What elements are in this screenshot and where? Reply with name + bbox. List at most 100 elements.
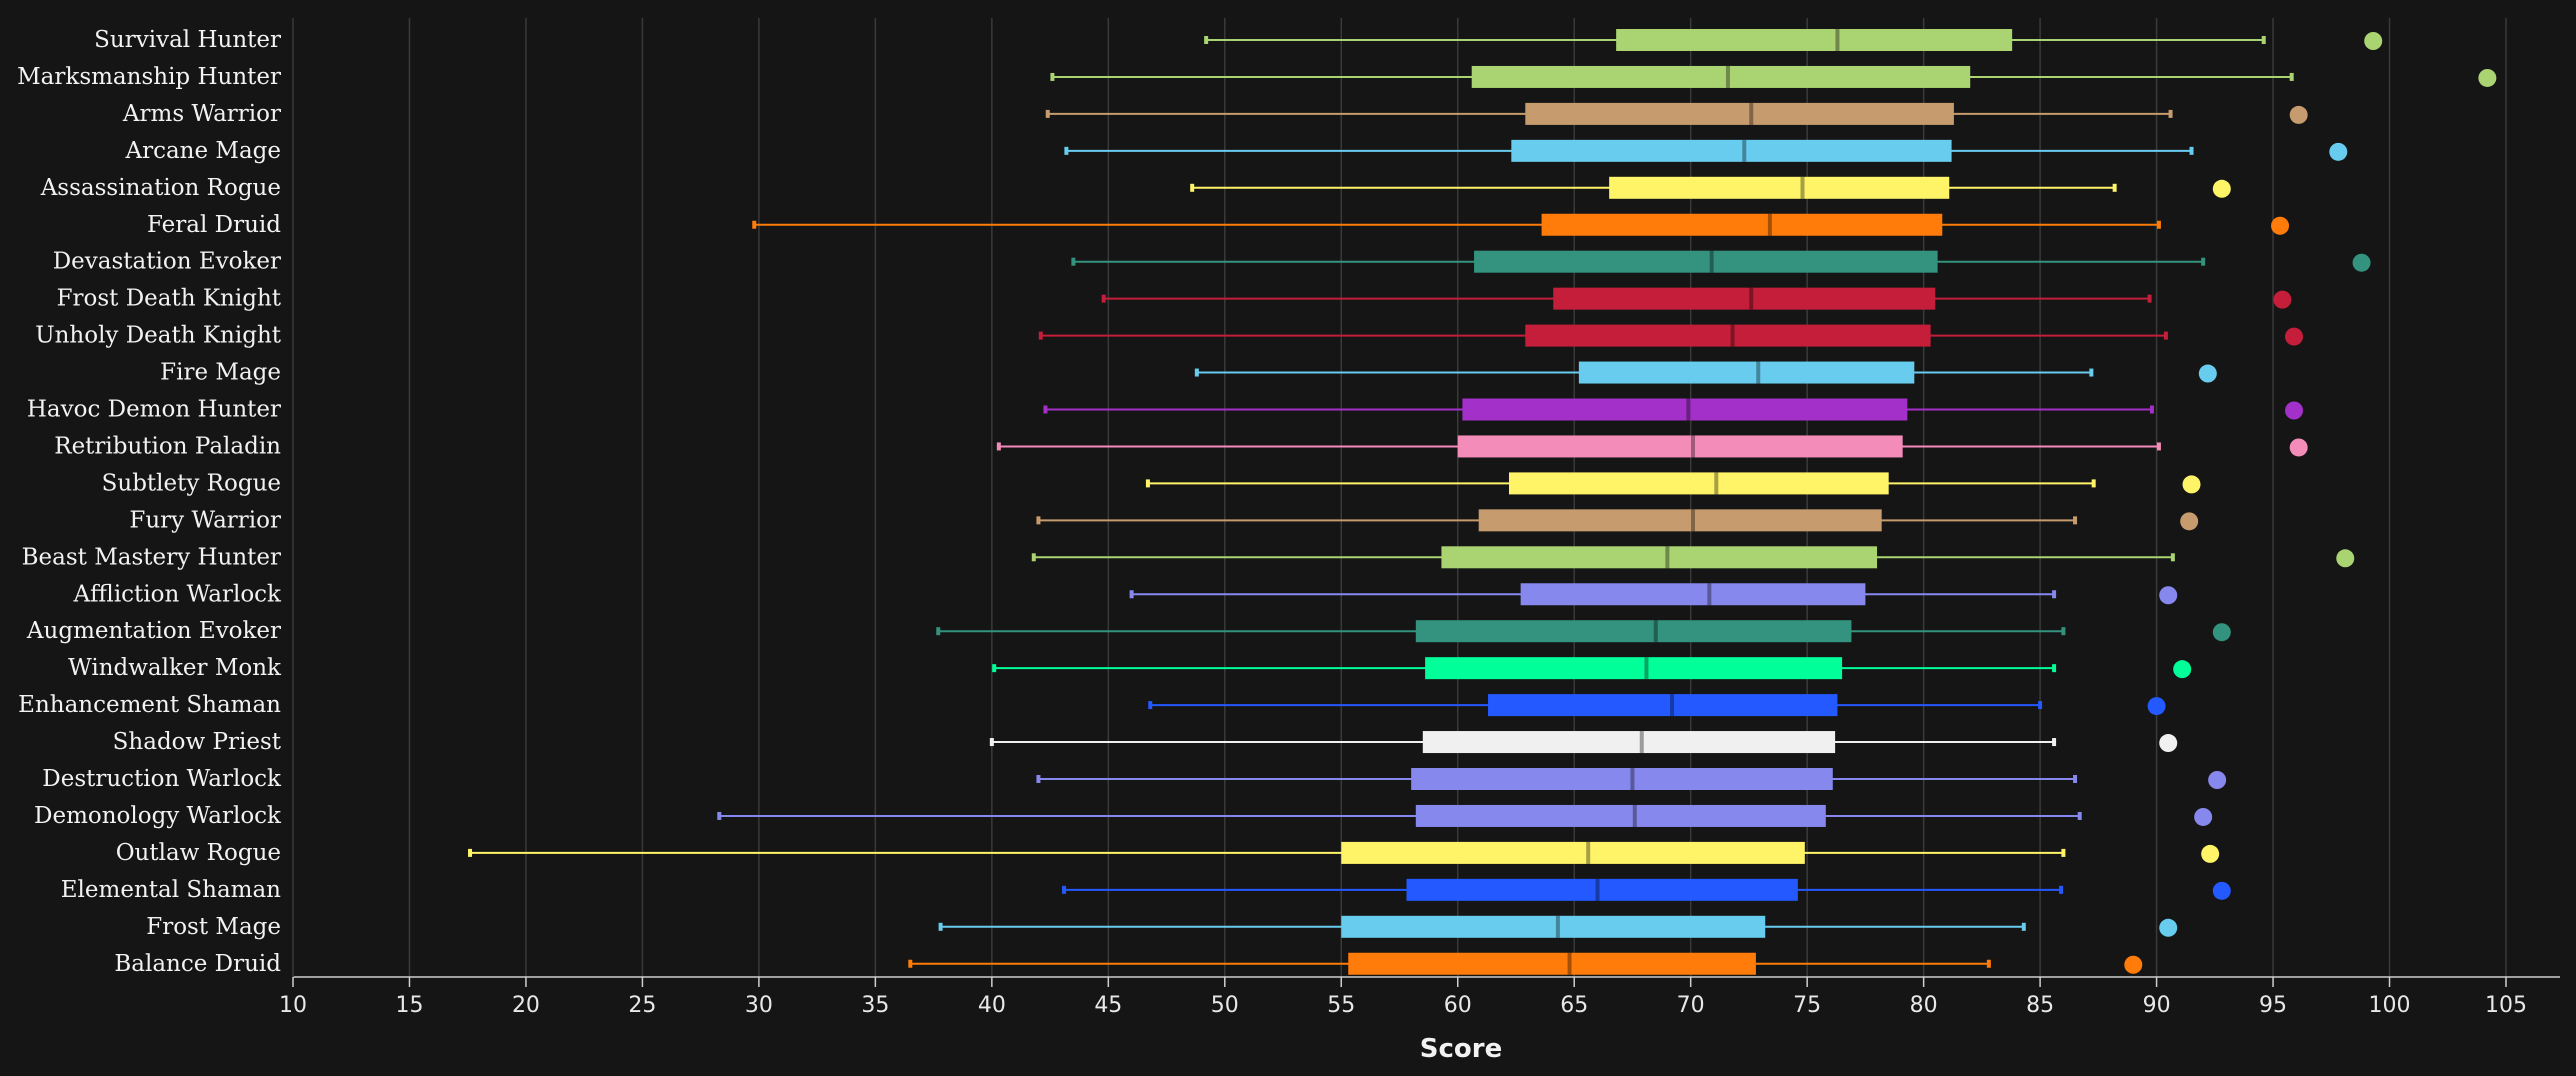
x-tick-label: 15 [395,993,423,1018]
box-row [468,841,2220,864]
whisker-min-cap [1045,109,1050,118]
whisker-max-cap [2061,627,2066,636]
whisker-max-cap [2147,294,2152,303]
iqr-box [1511,139,1952,162]
box-row [936,620,2231,643]
iqr-box [1471,65,1971,88]
box-row [1064,139,2348,162]
whisker-min-cap [992,664,997,673]
whisker-max-cap [2156,442,2161,451]
whisker-min-cap [1064,146,1069,155]
iqr-box [1415,620,1852,643]
iqr-box [1488,694,1838,717]
category-label: Affliction Warlock [73,581,283,607]
category-label: Outlaw Rogue [116,840,281,866]
whisker-max-cap [2156,220,2161,229]
box-row [1043,398,2304,421]
grid-lines [408,18,2507,977]
max-point [2201,844,2220,863]
category-label: Windwalker Monk [68,655,282,681]
box-row [1036,509,2199,532]
whisker-max-cap [2059,885,2064,894]
category-label: Frost Death Knight [57,286,282,312]
category-label: Marksmanship Hunter [17,64,281,90]
whisker-max-cap [2168,109,2173,118]
max-point [2159,734,2178,753]
max-point [2198,364,2217,383]
x-tick-label: 80 [1910,993,1938,1018]
max-point [2285,327,2304,346]
iqr-box [1525,324,1931,347]
whisker-min-cap [989,738,994,747]
box-series [468,29,2497,975]
x-tick-label: 40 [978,993,1006,1018]
whisker-max-cap [2073,516,2078,525]
max-point [2364,32,2383,50]
iqr-box [1457,435,1903,458]
whisker-max-cap [2170,553,2175,562]
max-point [2478,68,2497,87]
max-point [2352,253,2371,272]
box-row [1194,361,2217,384]
box-row [1062,878,2231,901]
whisker-min-cap [1031,553,1036,562]
whisker-min-cap [717,811,722,820]
box-row [938,915,2178,938]
box-row [989,731,2178,754]
category-label: Beast Mastery Hunter [22,544,281,570]
category-label: Survival Hunter [94,27,281,53]
whisker-max-cap [2052,590,2057,599]
iqr-box [1609,176,1950,199]
iqr-box [1520,583,1866,606]
whisker-max-cap [2149,405,2154,414]
max-point [2273,290,2292,309]
whisker-max-cap [1986,959,1991,968]
box-row [1190,176,2231,199]
x-axis: 10 15 20 25 30 35 40 45 50 55 60 65 70 75 80 85 90 95 100 1… [279,18,2560,1018]
whisker-min-cap [1145,479,1150,488]
box-row [996,435,2308,458]
x-tick-label: 75 [1793,993,1821,1018]
max-point [2124,955,2143,974]
category-label: Assassination Rogue [40,175,281,201]
x-tick-label: 55 [1327,993,1355,1018]
whisker-max-cap [2189,146,2194,155]
max-point [2159,586,2178,605]
category-label: Frost Mage [146,914,281,940]
box-row [992,657,2192,680]
max-point [2182,475,2201,494]
whisker-min-cap [1043,405,1048,414]
max-point [2289,438,2308,457]
max-point [2336,549,2355,568]
whisker-min-cap [1148,701,1153,710]
box-row [1038,324,2304,347]
iqr-box [1341,915,1766,938]
category-label: Feral Druid [147,212,281,238]
box-row [1031,546,2355,569]
whisker-max-cap [2021,922,2026,931]
x-tick-label: 70 [1677,993,1705,1018]
max-point [2212,881,2231,900]
iqr-box [1348,952,1756,975]
category-label: Arcane Mage [124,138,281,164]
category-label: Arms Warrior [122,101,281,127]
whisker-min-cap [1036,775,1041,783]
max-point [2212,623,2231,642]
max-point [2194,807,2213,826]
whisker-min-cap [1071,257,1076,266]
whisker-min-cap [1062,885,1067,894]
x-tick-label: 100 [2369,993,2411,1018]
category-label: Balance Druid [114,951,281,977]
max-point [2180,512,2199,531]
whisker-min-cap [936,627,941,636]
box-row [1145,472,2201,495]
iqr-box [1478,509,1882,532]
box-row [1204,29,2383,51]
whisker-max-cap [2201,257,2206,266]
whisker-max-cap [2073,775,2078,783]
iqr-box [1415,804,1826,827]
category-labels: Survival Hunter Marksmanship Hunter Arms W… [17,27,282,977]
whisker-min-cap [1101,294,1106,303]
x-tick-label: 105 [2485,993,2527,1018]
